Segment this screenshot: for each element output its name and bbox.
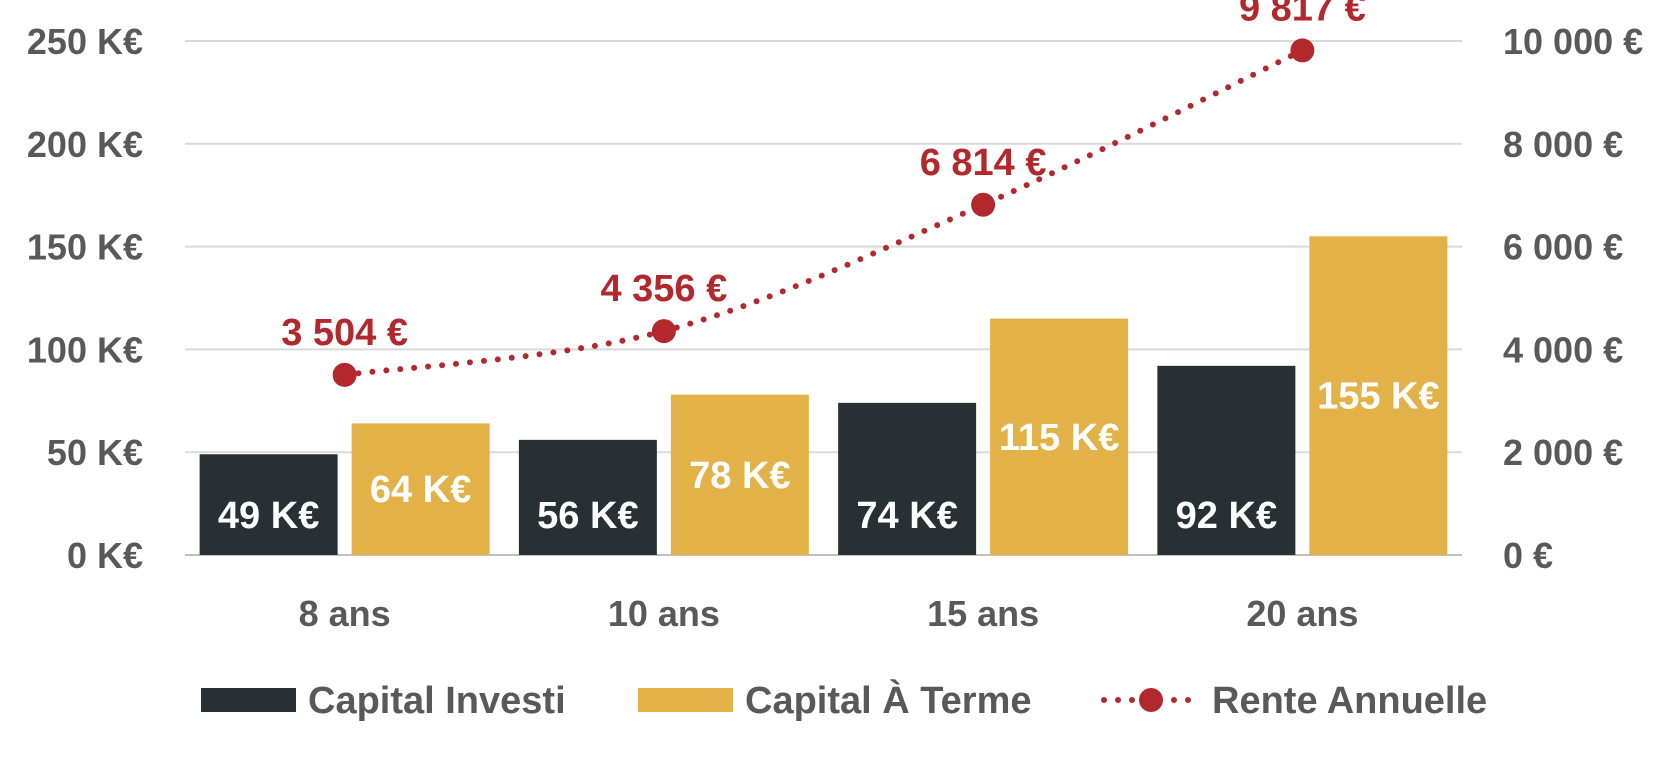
category-label: 15 ans <box>927 593 1039 634</box>
bar-label-capital-investi: 49 K€ <box>218 495 319 537</box>
rente-value-label: 9 817 € <box>1239 0 1366 29</box>
rente-point <box>971 192 996 217</box>
right-tick-label: 6 000 € <box>1503 227 1623 268</box>
rente-value-label: 3 504 € <box>281 312 408 354</box>
bar-label-capital-a-terme: 155 K€ <box>1317 376 1440 418</box>
legend-label-rente-annuelle: Rente Annuelle <box>1212 680 1487 722</box>
bar-label-capital-a-terme: 64 K€ <box>370 469 471 511</box>
bar-capital-investi <box>199 454 338 555</box>
rente-point <box>651 319 676 344</box>
right-tick-label: 8 000 € <box>1503 124 1623 165</box>
left-tick-label: 250 K€ <box>27 21 143 62</box>
bar-label-capital-investi: 92 K€ <box>1176 495 1277 537</box>
legend-swatch-capital-investi <box>201 688 296 712</box>
category-labels: 8 ans 10 ans 15 ans 20 ans <box>299 593 1359 634</box>
legend: Capital Investi Capital À Terme Rente Annu… <box>201 678 1487 722</box>
legend-label-capital-a-terme: Capital À Terme <box>745 678 1031 722</box>
bar-capital-investi <box>1157 365 1296 555</box>
bar-label-capital-investi: 74 K€ <box>856 495 957 537</box>
bar-labels: 49 K€ 64 K€ 56 K€ 78 K€ 74 K€ 115 K€ 92 K€ 155 … <box>218 376 1440 537</box>
bar-capital-a-terme <box>670 394 809 555</box>
left-tick-label: 50 K€ <box>47 432 143 473</box>
bar-label-capital-a-terme: 78 K€ <box>689 455 790 497</box>
left-tick-label: 200 K€ <box>27 124 143 165</box>
category-label: 20 ans <box>1246 593 1358 634</box>
category-label: 8 ans <box>299 593 391 634</box>
right-tick-label: 4 000 € <box>1503 329 1623 370</box>
rente-value-label: 4 356 € <box>600 268 727 310</box>
legend-marker-rente-annuelle <box>1139 688 1163 712</box>
right-tick-label: 0 € <box>1503 535 1553 576</box>
bar-capital-investi <box>518 439 657 555</box>
legend-label-capital-investi: Capital Investi <box>308 680 566 722</box>
bar-label-capital-a-terme: 115 K€ <box>999 417 1119 459</box>
right-axis-ticks: 0 € 2 000 € 4 000 € 6 000 € 8 000 € 10 000 € <box>1503 21 1643 576</box>
left-tick-label: 100 K€ <box>27 329 143 370</box>
right-tick-label: 2 000 € <box>1503 432 1623 473</box>
bar-label-capital-investi: 56 K€ <box>537 495 638 537</box>
rente-point <box>332 362 357 387</box>
rente-line <box>332 38 1315 387</box>
category-label: 10 ans <box>608 593 720 634</box>
right-tick-label: 10 000 € <box>1503 21 1643 62</box>
left-tick-label: 150 K€ <box>27 227 143 268</box>
left-tick-label: 0 K€ <box>67 535 143 576</box>
bars <box>199 236 1448 555</box>
bar-capital-a-terme <box>1309 236 1448 555</box>
rente-point <box>1290 38 1315 63</box>
legend-swatch-capital-a-terme <box>638 688 733 712</box>
bar-capital-a-terme <box>351 423 490 555</box>
left-axis-ticks: 0 K€ 50 K€ 100 K€ 150 K€ 200 K€ 250 K€ <box>27 21 143 576</box>
bar-capital-investi <box>838 402 977 555</box>
rente-line-path <box>341 47 1306 378</box>
rente-value-label: 6 814 € <box>920 142 1047 184</box>
rente-labels: 3 504 € 4 356 € 6 814 € 9 817 € <box>281 0 1366 354</box>
bar-capital-a-terme <box>990 318 1129 555</box>
